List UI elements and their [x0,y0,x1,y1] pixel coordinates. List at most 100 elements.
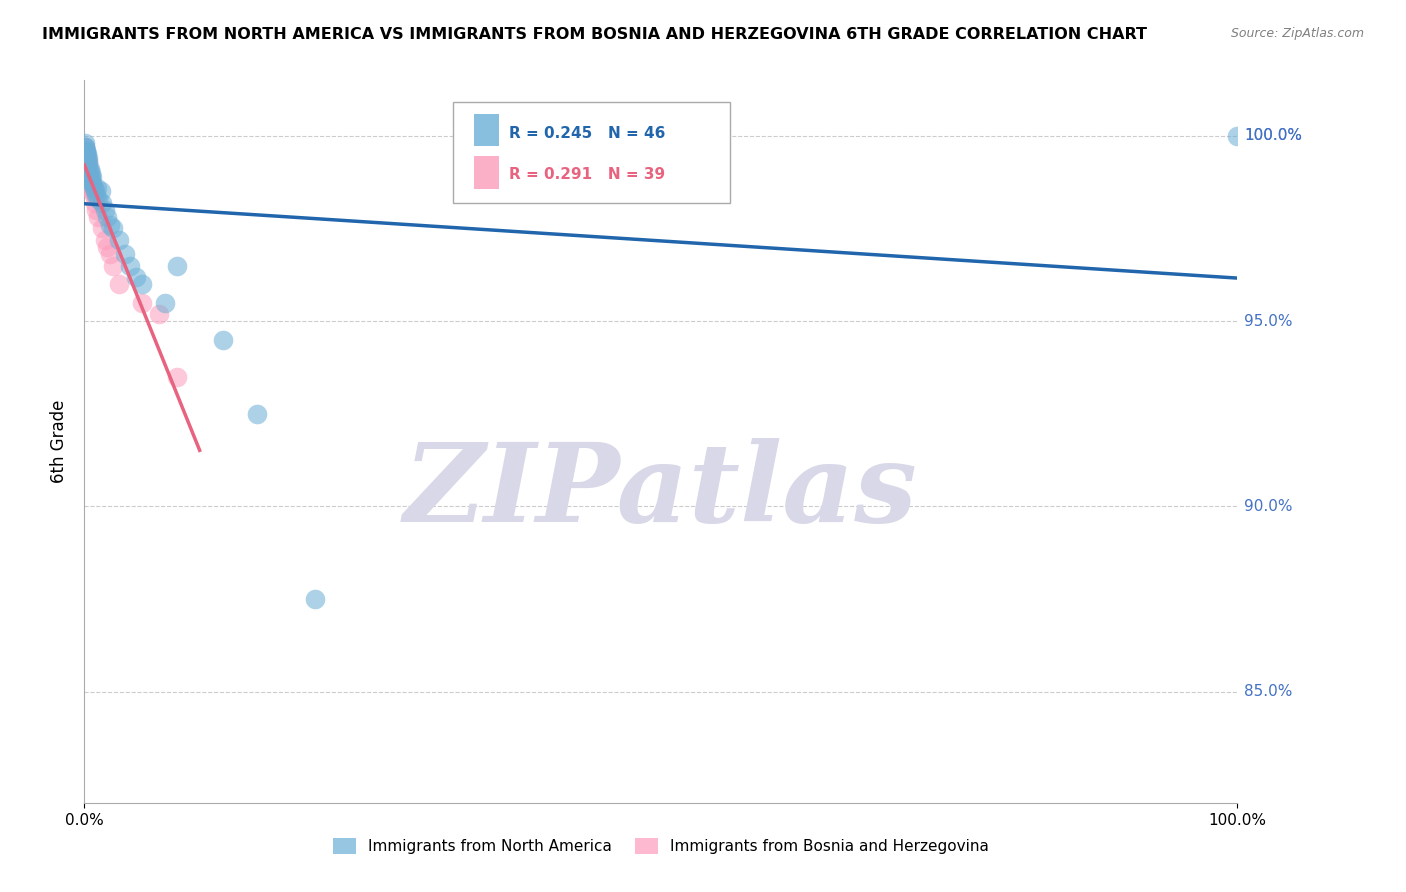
Point [131,277,153,291]
Point [77,162,100,177]
Point [75,140,97,154]
Point [83,188,105,202]
Point [77,169,100,184]
FancyBboxPatch shape [453,102,730,203]
Point [79,169,101,184]
Point [76,151,98,165]
Point [73,140,96,154]
Point [103,221,124,235]
Point [76,162,98,177]
Point [304,592,326,607]
Point [75,151,97,165]
Point [82,169,104,184]
Point [90,195,112,210]
Point [87,211,110,225]
Point [76,162,98,177]
Point [80,180,103,194]
Point [80,177,103,191]
Point [246,407,269,421]
Point [90,221,112,235]
Y-axis label: 6th Grade: 6th Grade [49,400,67,483]
Point [80,185,103,199]
Point [76,154,98,169]
Text: 100.0%: 100.0% [1244,128,1302,144]
Point [75,151,97,165]
Text: 85.0%: 85.0% [1244,684,1292,699]
Point [80,169,103,184]
Text: 95.0%: 95.0% [1244,314,1292,328]
Point [108,233,131,247]
Point [84,202,107,217]
Point [84,188,107,202]
Point [80,166,103,180]
Point [86,180,108,194]
Point [148,307,170,321]
Point [80,173,103,187]
Point [75,147,97,161]
Point [98,218,121,232]
Point [96,211,118,225]
Point [89,185,111,199]
Point [1226,128,1249,143]
Point [114,247,136,261]
Point [83,195,105,210]
Point [75,154,97,169]
Point [153,295,176,310]
FancyBboxPatch shape [474,114,499,146]
Point [83,180,105,194]
Text: 90.0%: 90.0% [1244,499,1292,514]
Point [87,192,110,206]
Point [77,166,100,180]
Text: Source: ZipAtlas.com: Source: ZipAtlas.com [1230,27,1364,40]
Point [77,173,100,187]
Point [94,202,117,217]
Point [77,159,100,173]
Point [73,140,96,154]
Point [76,166,98,180]
Point [77,154,100,169]
Point [76,154,98,169]
Point [75,151,97,165]
Text: 100.0%: 100.0% [1244,128,1302,144]
Point [76,147,98,161]
Point [76,159,98,173]
Point [103,259,124,273]
Point [77,173,100,187]
Point [79,173,101,187]
Point [73,144,96,158]
Text: R = 0.245   N = 46: R = 0.245 N = 46 [509,126,665,141]
Text: R = 0.291   N = 39: R = 0.291 N = 39 [509,167,665,182]
Point [75,144,97,158]
Point [83,185,105,199]
Point [211,333,233,347]
Point [75,144,97,158]
Point [131,295,153,310]
Text: ZIPatlas: ZIPatlas [404,438,918,546]
Point [98,247,121,261]
Point [75,147,97,161]
Legend: Immigrants from North America, Immigrants from Bosnia and Herzegovina: Immigrants from North America, Immigrant… [326,832,995,860]
Point [94,233,117,247]
Point [108,277,131,291]
Point [75,154,97,169]
Point [75,147,97,161]
Point [166,259,188,273]
Text: IMMIGRANTS FROM NORTH AMERICA VS IMMIGRANTS FROM BOSNIA AND HERZEGOVINA 6TH GRAD: IMMIGRANTS FROM NORTH AMERICA VS IMMIGRA… [42,27,1147,42]
Point [75,147,97,161]
Point [125,269,148,284]
Point [76,151,98,165]
Point [76,159,98,173]
Point [79,177,101,191]
Point [75,144,97,158]
FancyBboxPatch shape [474,156,499,189]
Point [120,259,142,273]
Point [82,177,104,191]
Point [77,166,100,180]
Point [75,151,97,165]
Point [75,147,97,161]
Point [79,162,101,177]
Point [96,240,118,254]
Point [166,369,188,384]
Point [73,136,96,151]
Point [76,159,98,173]
